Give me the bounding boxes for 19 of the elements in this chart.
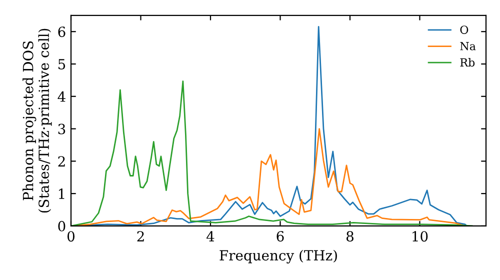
y-tick-label: 3 — [58, 124, 66, 134]
x-tick-label: 10 — [412, 231, 428, 242]
y-tick-label: 0 — [58, 220, 66, 232]
x-tick-label: 0 — [67, 231, 74, 242]
legend-label: O — [460, 26, 468, 34]
y-tick-label: 2 — [58, 156, 65, 166]
y-tick-label: 1 — [58, 188, 64, 199]
x-tick-label: 4 — [206, 231, 214, 242]
x-tick-label: 8 — [346, 231, 354, 242]
x-axis-title: Frequency (THz) — [220, 250, 337, 264]
x-tick-label: 6 — [276, 231, 284, 242]
legend-label: Na — [460, 42, 476, 50]
y-tick-label: 6 — [58, 26, 66, 38]
legend-label: Rb — [460, 58, 475, 67]
y-tick-label: 5 — [58, 59, 66, 70]
line-series — [71, 80, 473, 226]
y-tick-label: 4 — [58, 91, 66, 102]
x-tick-label: 2 — [137, 231, 144, 242]
y-axis-title: Phonon projected DOS (States/THz·primitive cell) — [22, 28, 52, 213]
